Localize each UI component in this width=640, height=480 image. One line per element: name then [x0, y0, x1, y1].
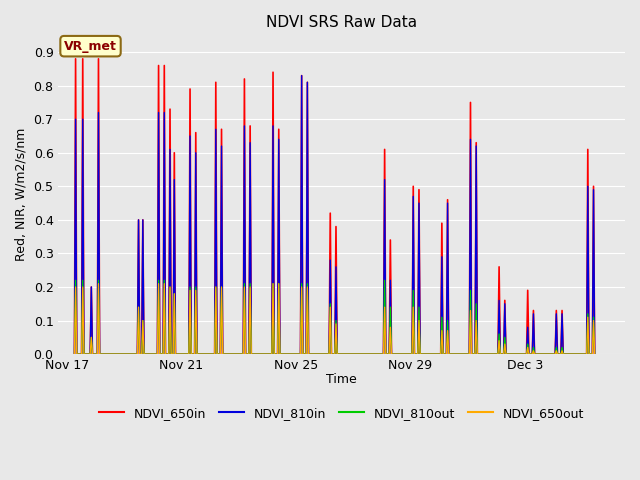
Title: NDVI SRS Raw Data: NDVI SRS Raw Data — [266, 15, 417, 30]
Text: VR_met: VR_met — [64, 40, 117, 53]
Legend: NDVI_650in, NDVI_810in, NDVI_810out, NDVI_650out: NDVI_650in, NDVI_810in, NDVI_810out, NDV… — [94, 402, 589, 425]
X-axis label: Time: Time — [326, 373, 357, 386]
Y-axis label: Red, NIR, W/m2/s/nm: Red, NIR, W/m2/s/nm — [15, 128, 28, 262]
